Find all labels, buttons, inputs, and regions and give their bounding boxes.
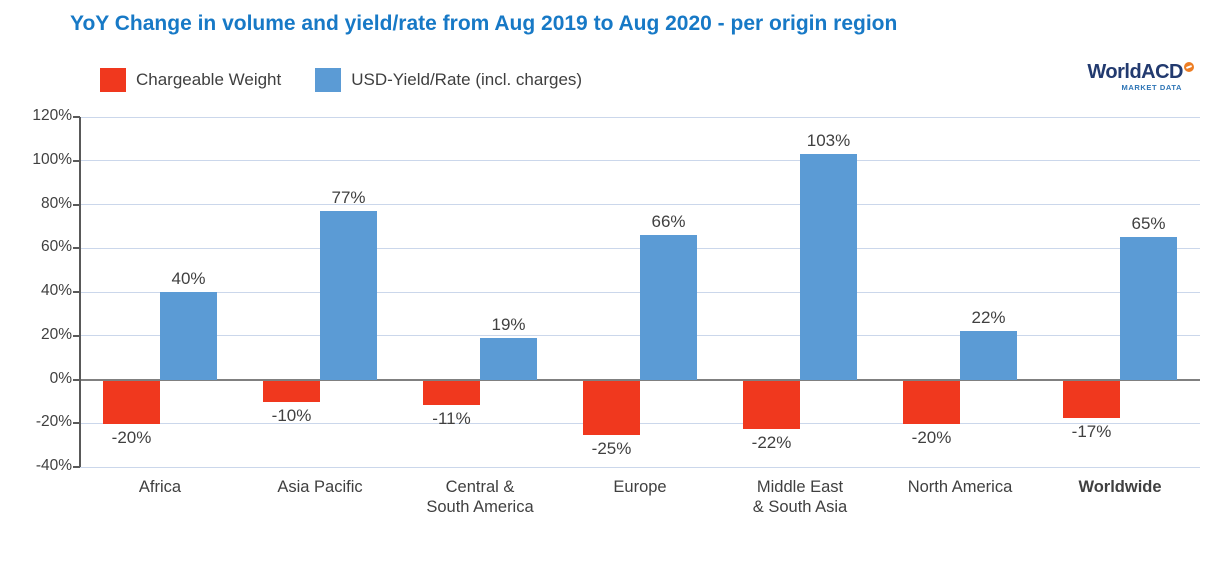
grid-line [80,466,1200,468]
worldacd-logo-text: WorldACD [1087,62,1194,82]
category-label: North America [907,478,1013,496]
axis-tick [73,247,80,250]
legend: Chargeable Weight USD-Yield/Rate (incl. … [100,68,582,92]
worldacd-logo: WorldACD MARKET DATA [1087,62,1194,92]
bar-usd-yield [800,154,857,380]
bar-value-label: 22% [971,308,1006,328]
bar-value-label: 77% [331,188,366,208]
logo-swoosh-icon [1184,62,1194,72]
y-axis-label: 100% [32,150,72,168]
legend-swatch-usd-yield [315,68,342,92]
bar-usd-yield [1120,237,1177,380]
bar-usd-yield [320,211,377,380]
chart-title: YoY Change in volume and yield/rate from… [70,12,898,35]
bar-chargeable-weight [903,380,960,425]
bar-usd-yield [640,235,697,380]
bar-usd-yield [480,337,537,380]
category-label: Asia Pacific [277,478,363,496]
grid-line [80,116,1200,118]
bar-value-label: 103% [806,131,851,151]
y-axis-label: 120% [32,107,72,124]
category-label: Middle East & South Asia [752,478,848,516]
grid-line [80,204,1200,205]
y-axis-label: -20% [35,413,72,431]
y-axis-label: 0% [49,369,72,387]
y-axis-label: 40% [40,282,72,299]
y-axis-label: 60% [40,238,72,256]
bar-chargeable-weight [583,380,640,436]
axis-tick [73,422,80,425]
category-label: Africa [138,478,182,496]
bar-value-label: -11% [432,408,471,428]
category-label: Europe [613,478,667,496]
axis-tick [73,203,80,206]
bar-value-label: 65% [1131,214,1166,234]
bar-value-label: -10% [271,406,312,426]
bar-value-label: 19% [491,314,526,334]
bar-value-label: 66% [651,212,686,232]
legend-swatch-chargeable-weight [100,68,126,92]
axis-tick [73,116,80,118]
y-axis-line [79,117,81,467]
worldacd-logo-subtitle: MARKET DATA [1121,83,1182,92]
axis-tick [73,291,80,293]
bar-chargeable-weight [423,380,480,405]
bar-value-label: -20% [111,428,152,448]
bar-chargeable-weight [1063,380,1120,418]
bar-chargeable-weight [263,380,320,403]
zero-line [80,378,1200,381]
legend-label-usd-yield: USD-Yield/Rate (incl. charges) [351,70,583,89]
bar-chargeable-weight [743,380,800,429]
bar-usd-yield [960,331,1017,380]
bar-value-label: -25% [591,439,632,459]
axis-tick [73,159,80,162]
category-label: Worldwide [1078,478,1162,496]
axis-tick [73,466,80,468]
bar-value-label: -17% [1071,421,1112,441]
bar-value-label: -22% [751,432,792,452]
axis-tick [73,378,80,381]
logo-name: WorldACD [1087,61,1183,83]
y-axis-label: 80% [40,194,72,212]
grid-line [80,160,1200,162]
category-label: Central & South America [426,478,534,516]
bar-usd-yield [160,292,217,380]
legend-label-chargeable-weight: Chargeable Weight [136,70,282,89]
bar-value-label: 40% [171,269,206,288]
y-axis-label: 20% [40,325,72,343]
bar-chargeable-weight [103,380,160,425]
grid-line [80,422,1200,424]
y-axis-label: -40% [35,457,72,474]
axis-tick [73,334,80,337]
bar-value-label: -20% [911,428,952,448]
